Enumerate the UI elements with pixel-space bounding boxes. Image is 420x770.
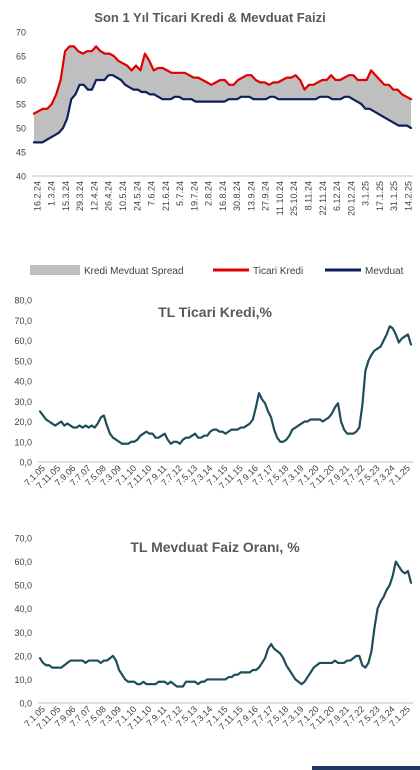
- y-tick-label: 30,0: [14, 628, 32, 638]
- legend-label: Mevduat: [365, 266, 404, 277]
- series-line-main: [38, 325, 413, 445]
- y-tick-label: 50: [16, 124, 26, 134]
- y-tick-label: 40,0: [14, 604, 32, 614]
- x-tick-label: 27.9.24: [261, 181, 271, 211]
- y-tick-label: 65: [16, 52, 26, 62]
- spread-area: [34, 46, 411, 143]
- x-tick-label: 26.4.24: [104, 181, 114, 211]
- y-tick-label: 70,0: [14, 534, 32, 544]
- x-tick-label: 7.6.24: [147, 181, 157, 206]
- x-tick-label: 14.2.25: [403, 181, 413, 211]
- x-tick-label: 15.3.24: [61, 181, 71, 211]
- chart-title: Son 1 Yıl Ticari Kredi & Mevduat Faizi: [94, 10, 325, 25]
- x-tick-label: 30.8.24: [232, 181, 242, 211]
- x-tick-label: 21.6.24: [161, 181, 171, 211]
- series-line-upper: [32, 45, 413, 115]
- x-tick-label: 17.1.25: [375, 181, 385, 211]
- y-tick-label: 0,0: [19, 458, 32, 468]
- y-tick-label: 0,0: [19, 699, 32, 709]
- chart-tl-deposit-rate: TL Mevduat Faiz Oranı, % 0,0 10,0 20,0 30,0 4…: [0, 528, 420, 770]
- x-tick-label: 29.3.24: [75, 181, 85, 211]
- footer-accent-bar: [312, 766, 420, 770]
- x-tick-label: 24.5.24: [132, 181, 142, 211]
- x-tick-label: 2.8.24: [204, 181, 214, 206]
- y-tick-label: 30,0: [14, 397, 32, 407]
- y-tick-label: 55: [16, 100, 26, 110]
- x-tick-label: 12.4.24: [89, 181, 99, 211]
- legend-label: Kredi Mevduat Spread: [84, 266, 184, 277]
- y-tick-label: 40: [16, 172, 26, 182]
- y-tick-label: 40,0: [14, 377, 32, 387]
- y-tick-label: 60,0: [14, 557, 32, 567]
- x-tick-label: 8.11.24: [303, 181, 313, 210]
- legend-swatch-spread: [30, 265, 80, 275]
- chart-1-svg: Son 1 Yıl Ticari Kredi & Mevduat Faizi 40…: [16, 10, 413, 277]
- y-tick-label: 70: [16, 28, 26, 38]
- chart-3-svg: TL Mevduat Faiz Oranı, % 0,0 10,0 20,0 30,0 4…: [14, 534, 413, 732]
- x-tick-label: 10.5.24: [118, 181, 128, 211]
- x-tick-label: 13.9.24: [246, 181, 256, 211]
- y-tick-label: 50,0: [14, 581, 32, 591]
- chart-title: TL Mevduat Faiz Oranı, %: [130, 539, 300, 555]
- y-tick-label: 10,0: [14, 675, 32, 685]
- x-tick-label: 16.8.24: [218, 181, 228, 211]
- x-tick-label: 5.7.24: [175, 181, 185, 206]
- y-tick-label: 70,0: [14, 316, 32, 326]
- y-tick-label: 20,0: [14, 417, 32, 427]
- series-line-lower: [32, 74, 413, 144]
- chart-commercial-loan-deposit-1y: Son 1 Yıl Ticari Kredi & Mevduat Faizi 40…: [0, 0, 420, 290]
- y-tick-label: 60,0: [14, 336, 32, 346]
- y-tick-label: 50,0: [14, 356, 32, 366]
- x-tick-label: 20.12.24: [346, 181, 356, 216]
- x-tick-label: 19.7.24: [189, 181, 199, 211]
- chart-title: TL Ticari Kredi,%: [158, 304, 272, 320]
- legend-label: Ticari Kredi: [253, 266, 303, 277]
- x-tick-label: 1.3.24: [47, 181, 57, 206]
- x-tick-label: 22.11.24: [318, 181, 328, 215]
- x-tick-label: 11.10.24: [275, 181, 285, 215]
- x-tick-label: 6.12.24: [332, 181, 342, 211]
- x-tick-label: 16.2.24: [32, 181, 42, 211]
- x-tick-label: 31.1.25: [389, 181, 399, 211]
- y-tick-label: 20,0: [14, 651, 32, 661]
- x-tick-label: 25.10.24: [289, 181, 299, 216]
- x-tick-label: 3.1.25: [361, 181, 371, 206]
- chart-tl-commercial-loan: TL Ticari Kredi,% 0,0 10,0 20,0 30,0 40,0 50,0…: [0, 282, 420, 518]
- series-line-main: [38, 560, 413, 688]
- y-tick-label: 10,0: [14, 437, 32, 447]
- chart-2-svg: TL Ticari Kredi,% 0,0 10,0 20,0 30,0 40,0 50,0…: [14, 296, 413, 491]
- y-tick-label: 45: [16, 148, 26, 158]
- y-tick-label: 80,0: [14, 296, 32, 306]
- y-tick-label: 60: [16, 76, 26, 86]
